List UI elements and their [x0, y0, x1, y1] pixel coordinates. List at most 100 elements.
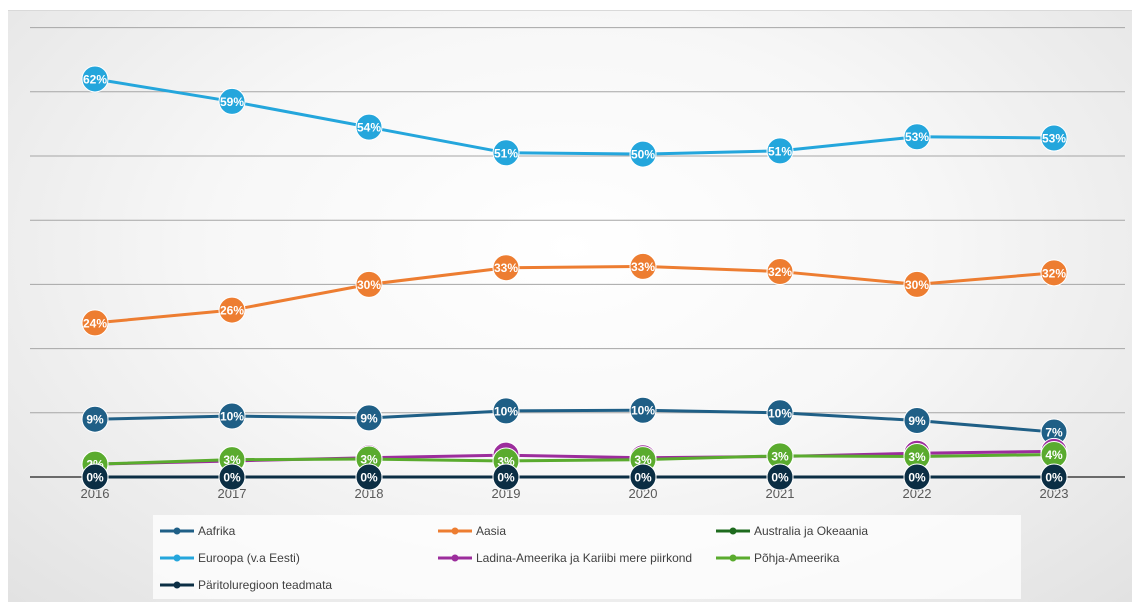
data-label: 62%: [83, 72, 107, 86]
data-label: 0%: [908, 471, 926, 485]
data-point: [629, 463, 657, 491]
data-point: [81, 405, 109, 433]
legend-entry-6: Päritoluregioon teadmata: [160, 578, 332, 592]
data-label: 0%: [223, 471, 241, 485]
data-label: 33%: [494, 261, 518, 275]
legend-label: Aafrika: [198, 524, 236, 538]
data-label: 0%: [634, 471, 652, 485]
legend-label: Aasia: [476, 524, 506, 538]
data-label: 0%: [771, 471, 789, 485]
legend-swatch-marker: [173, 581, 181, 589]
data-markers: 9% 10% 9% 10% 10% 10% 9% 7% 24% 26% 30% 33% 33% 32% 30…: [81, 65, 1068, 491]
data-label: 50%: [631, 148, 655, 162]
legend-swatch-marker: [173, 554, 181, 562]
data-point: [355, 270, 383, 298]
legend: Aafrika Aasia Australia ja Okeaania Euroopa…: [153, 515, 1021, 599]
data-label: 10%: [220, 410, 244, 424]
series-lines: [94, 77, 1055, 479]
data-label: 9%: [86, 413, 104, 427]
data-label: 4%: [1045, 448, 1063, 462]
data-point: [1040, 259, 1068, 287]
legend-label: Australia ja Okeaania: [754, 524, 868, 538]
x-tick-label: 2016: [81, 486, 110, 501]
legend-entry-3: Euroopa (v.a Eesti): [160, 551, 300, 565]
legend-label: Päritoluregioon teadmata: [198, 578, 332, 592]
x-tick-label: 2023: [1040, 486, 1069, 501]
data-point: [1040, 124, 1068, 152]
data-point: [629, 396, 657, 424]
data-label: 53%: [905, 130, 929, 144]
legend-swatch-marker: [451, 554, 459, 562]
legend-swatch-marker: [729, 554, 737, 562]
legend-entry-5: Põhja-Ameerika: [716, 551, 840, 565]
data-label: 10%: [631, 404, 655, 418]
series-line-1: [94, 264, 1055, 325]
data-point: [81, 463, 109, 491]
x-axis: 2016 2017 2018 2019 2020 2021 2022 2023: [30, 476, 1125, 501]
data-point: [218, 296, 246, 324]
data-point: [218, 87, 246, 115]
legend-entry-4: Ladina-Ameerika ja Kariibi mere piirkond: [438, 551, 692, 565]
gridlines: [30, 27, 1125, 414]
data-label: 32%: [768, 265, 792, 279]
data-label: 32%: [1042, 266, 1066, 280]
legend-swatch-marker: [729, 527, 737, 535]
data-point: [492, 254, 520, 282]
x-tick-label: 2020: [629, 486, 658, 501]
data-label: 3%: [908, 450, 926, 464]
data-label: 0%: [86, 471, 104, 485]
data-label: 9%: [908, 414, 926, 428]
data-point: [355, 113, 383, 141]
data-point: [903, 123, 931, 151]
series-line-5: [94, 453, 1055, 466]
data-label: 0%: [360, 471, 378, 485]
chart-frame: [8, 10, 1132, 602]
legend-entry-1: Aasia: [438, 524, 506, 538]
data-label: 0%: [497, 471, 515, 485]
data-label: 51%: [494, 146, 518, 160]
data-point: [492, 463, 520, 491]
data-point: [492, 397, 520, 425]
legend-swatch-marker: [451, 527, 459, 535]
data-label: 10%: [768, 406, 792, 420]
data-label: 53%: [1042, 132, 1066, 146]
data-point: [903, 407, 931, 435]
data-point: [766, 258, 794, 286]
data-label: 10%: [494, 404, 518, 418]
data-label: 59%: [220, 95, 244, 109]
data-label: 30%: [357, 278, 381, 292]
data-point: [81, 309, 109, 337]
data-label: 9%: [360, 411, 378, 425]
legend-label: Ladina-Ameerika ja Kariibi mere piirkond: [476, 551, 692, 565]
data-point: [903, 463, 931, 491]
x-tick-label: 2019: [492, 486, 521, 501]
data-label: 3%: [771, 449, 789, 463]
data-point: [766, 137, 794, 165]
data-point: [218, 463, 246, 491]
data-point: [492, 139, 520, 167]
data-label: 26%: [220, 304, 244, 318]
data-point: [629, 252, 657, 280]
data-label: 3%: [634, 453, 652, 467]
x-tick-label: 2021: [766, 486, 795, 501]
legend-label: Põhja-Ameerika: [754, 551, 840, 565]
data-point: [218, 402, 246, 430]
legend-swatch-marker: [173, 527, 181, 535]
legend-entry-0: Aafrika: [160, 524, 236, 538]
series-line-0: [94, 408, 1055, 434]
data-label: 33%: [631, 260, 655, 274]
data-point: [903, 270, 931, 298]
data-point: [355, 404, 383, 432]
data-label: 51%: [768, 144, 792, 158]
data-label: 3%: [360, 453, 378, 467]
legend-box: [153, 515, 1021, 599]
data-label: 0%: [1045, 471, 1063, 485]
data-label: 54%: [357, 121, 381, 135]
legend-label: Euroopa (v.a Eesti): [198, 551, 300, 565]
data-point: [766, 399, 794, 427]
data-label: 3%: [223, 453, 241, 467]
data-label: 24%: [83, 316, 107, 330]
series-line-3: [94, 77, 1055, 156]
legend-entry-2: Australia ja Okeaania: [716, 524, 868, 538]
